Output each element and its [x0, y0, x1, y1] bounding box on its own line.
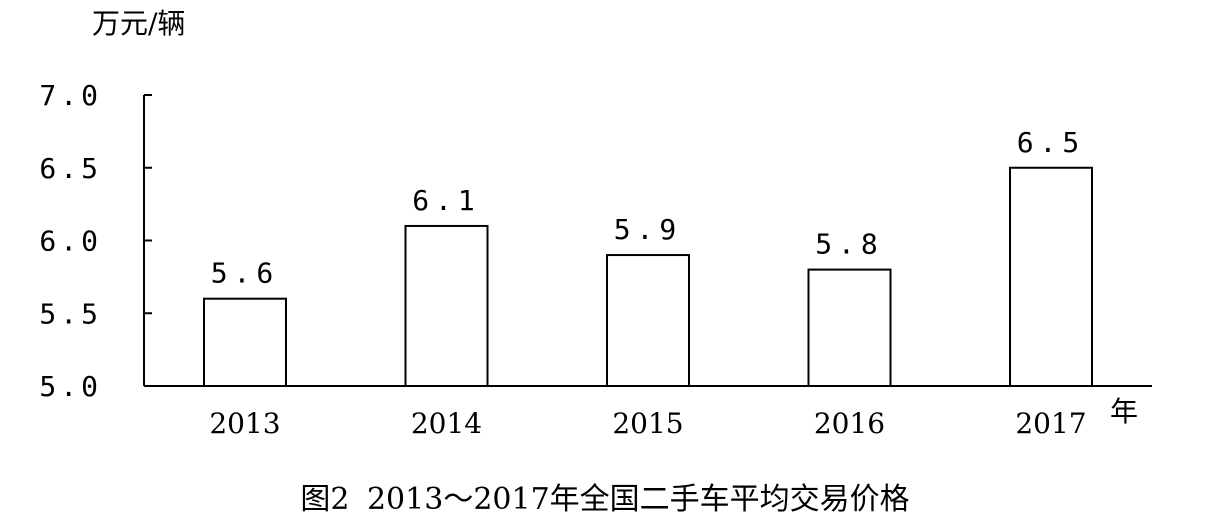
chart-title: 2013～2017年全国二手车平均交易价格 — [366, 482, 910, 517]
y-tick-label: 5.5 — [39, 297, 102, 330]
bar-value-label: 6.5 — [1017, 126, 1086, 159]
bar-value-label: 5.9 — [614, 213, 683, 246]
bar-value-label: 6.1 — [412, 184, 481, 217]
x-tick-label: 2013 — [209, 407, 280, 440]
x-tick-label: 2014 — [411, 407, 482, 440]
y-axis-unit-label: 万元/辆 — [92, 7, 186, 40]
y-tick-label: 5.0 — [39, 370, 102, 403]
x-tick-label: 2016 — [814, 407, 885, 440]
y-tick-label: 6.0 — [39, 225, 102, 258]
bar — [807, 268, 892, 388]
figure-number: 图2 — [300, 482, 350, 517]
x-tick-label: 2015 — [612, 407, 683, 440]
bar-value-label: 5.8 — [815, 228, 884, 261]
x-tick-label: 2017 — [1015, 407, 1086, 440]
y-tick-label: 7.0 — [39, 79, 102, 112]
bar — [1009, 166, 1093, 387]
bar — [203, 297, 287, 388]
bar — [404, 224, 489, 387]
bar — [606, 254, 690, 387]
x-axis-unit-label: 年 — [1110, 395, 1139, 428]
chart-caption: 图2 2013～2017年全国二手车平均交易价格 — [0, 474, 1218, 518]
y-tick-label: 6.5 — [39, 152, 102, 185]
bar-value-label: 5.6 — [211, 257, 280, 290]
